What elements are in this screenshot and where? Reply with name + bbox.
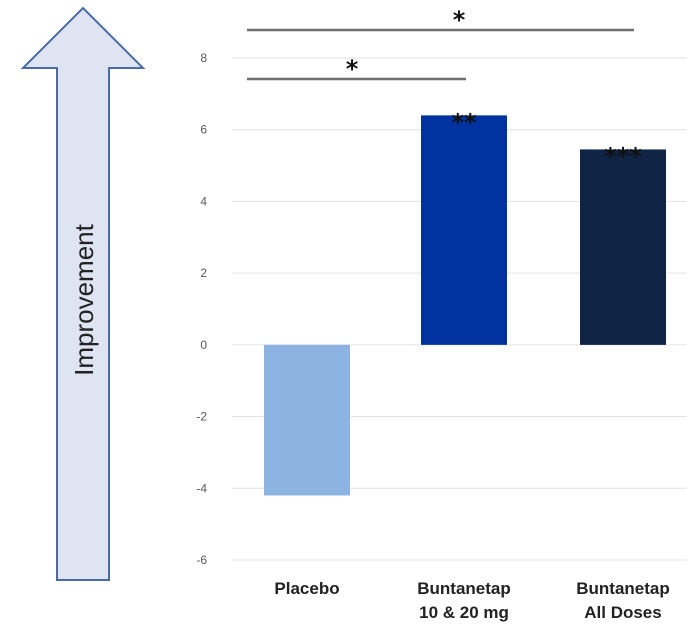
y-tick-label: -2	[196, 410, 207, 424]
bar	[264, 344, 350, 496]
y-tick-label: -6	[196, 553, 207, 567]
significance-brackets: **	[247, 6, 634, 83]
improvement-label: Improvement	[69, 223, 99, 375]
x-axis-categories: Placebo Buntanetap 10 & 20 mg Buntanetap All…	[274, 579, 669, 622]
bar	[421, 115, 507, 345]
category-label: Buntanetap All Doses	[576, 579, 670, 622]
improvement-arrow-icon	[20, 6, 146, 581]
significance-bracket-label: *	[346, 55, 359, 83]
category-label: Buntanetap 10 & 20 mg	[417, 579, 511, 622]
bar-significance-label: ***	[604, 142, 642, 170]
bar	[580, 149, 666, 345]
y-tick-label: 6	[200, 123, 207, 137]
category-label: Placebo	[274, 579, 339, 598]
y-tick-label: 4	[200, 194, 207, 208]
y-axis-ticks: -6 -4 -2 0 2 4 6 8	[196, 51, 207, 567]
improvement-arrow-group: Improvement	[20, 6, 146, 581]
y-tick-label: 0	[200, 338, 207, 352]
bars: *****	[264, 108, 666, 496]
y-tick-label: 2	[200, 266, 207, 280]
y-tick-label: 8	[200, 51, 207, 65]
y-tick-label: -4	[196, 481, 207, 495]
bar-significance-label: **	[451, 108, 477, 136]
significance-bracket-label: *	[453, 6, 466, 34]
